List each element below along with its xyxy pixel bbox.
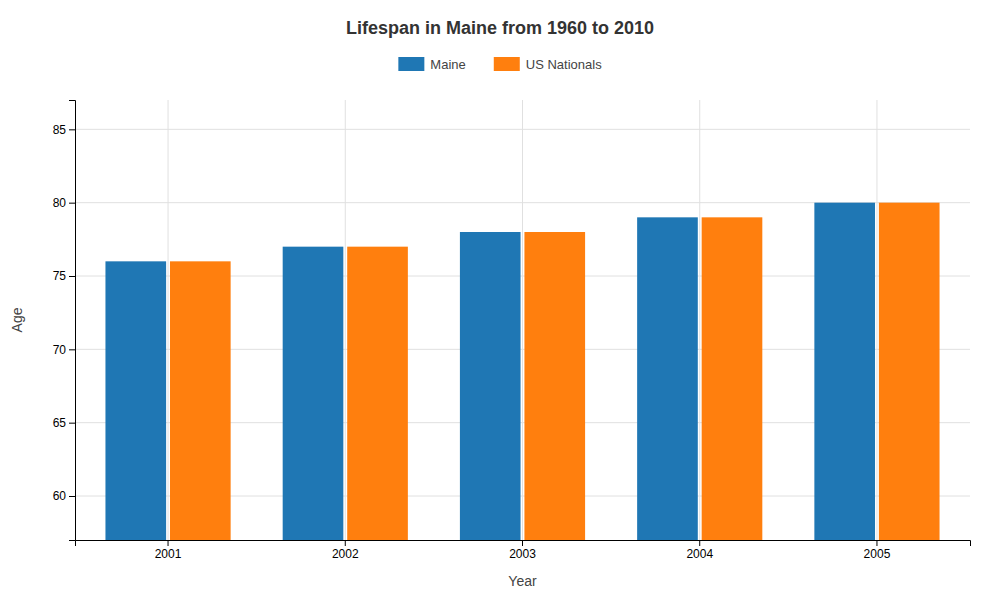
tick-mark (69, 423, 75, 424)
legend-item: US Nationals (494, 57, 602, 72)
x-axis: 2001 2002 2003 2004 2005 (76, 540, 971, 561)
tick: 85 (53, 123, 75, 137)
series (105, 203, 875, 540)
grid-line (699, 100, 700, 540)
bar (347, 247, 408, 540)
bar (105, 261, 166, 540)
tick-mark (699, 540, 700, 546)
tick: 65 (53, 416, 75, 430)
series (170, 203, 940, 540)
bar (170, 261, 231, 540)
y-axis-label: Age (9, 307, 25, 332)
x-axis-label: Year (508, 573, 537, 589)
tick: 2001 (155, 540, 182, 561)
bar (814, 203, 875, 540)
legend-swatch (494, 57, 520, 71)
title: Lifespan in Maine from 1960 to 2010 (346, 18, 654, 38)
tick: 2002 (332, 540, 359, 561)
tick-label: 2004 (686, 547, 713, 561)
tick-mark (69, 276, 75, 277)
tick-mark (69, 349, 75, 350)
plot: 60 65 70 75 80 85 2001 2002 2003 2004 2005 (53, 100, 971, 561)
bar (702, 217, 763, 540)
y-axis: 60 65 70 75 80 85 (53, 101, 76, 541)
bar (879, 203, 940, 540)
tick-label: 60 (53, 489, 67, 503)
grid-line (522, 100, 523, 540)
tick: 70 (53, 343, 75, 357)
tick: 80 (53, 196, 75, 210)
tick: 75 (53, 269, 75, 283)
chart: Lifespan in Maine from 1960 to 2010 60 65 7… (0, 0, 1000, 600)
bar (637, 217, 698, 540)
tick-mark (69, 129, 75, 130)
legend-item: Maine (398, 57, 465, 72)
axis-line (76, 541, 971, 547)
bar (283, 247, 344, 540)
legend-label: Maine (430, 57, 465, 72)
tick: 2005 (864, 540, 891, 561)
tick-label: 85 (53, 123, 67, 137)
tick-mark (345, 540, 346, 546)
tick-mark (69, 203, 75, 204)
tick-label: 2001 (155, 547, 182, 561)
grid-line (345, 100, 346, 540)
legend-label: US Nationals (526, 57, 602, 72)
grid-line (876, 100, 877, 540)
tick: 2003 (509, 540, 536, 561)
bars (105, 203, 939, 540)
tick-label: 75 (53, 269, 67, 283)
tick-mark (876, 540, 877, 546)
tick-mark (168, 540, 169, 546)
tick-label: 65 (53, 416, 67, 430)
grid-line (168, 100, 169, 540)
tick-label: 2002 (332, 547, 359, 561)
bar (524, 232, 585, 540)
tick-mark (522, 540, 523, 546)
tick: 2004 (686, 540, 713, 561)
tick-mark (69, 496, 75, 497)
tick-label: 80 (53, 196, 67, 210)
tick-label: 70 (53, 343, 67, 357)
tick: 60 (53, 489, 75, 503)
legend-swatch (398, 57, 424, 71)
bar (460, 232, 521, 540)
axis-line (69, 101, 76, 541)
grid (75, 100, 970, 540)
legend: Maine US Nationals (398, 57, 602, 72)
tick-label: 2003 (509, 547, 536, 561)
tick-label: 2005 (864, 547, 891, 561)
